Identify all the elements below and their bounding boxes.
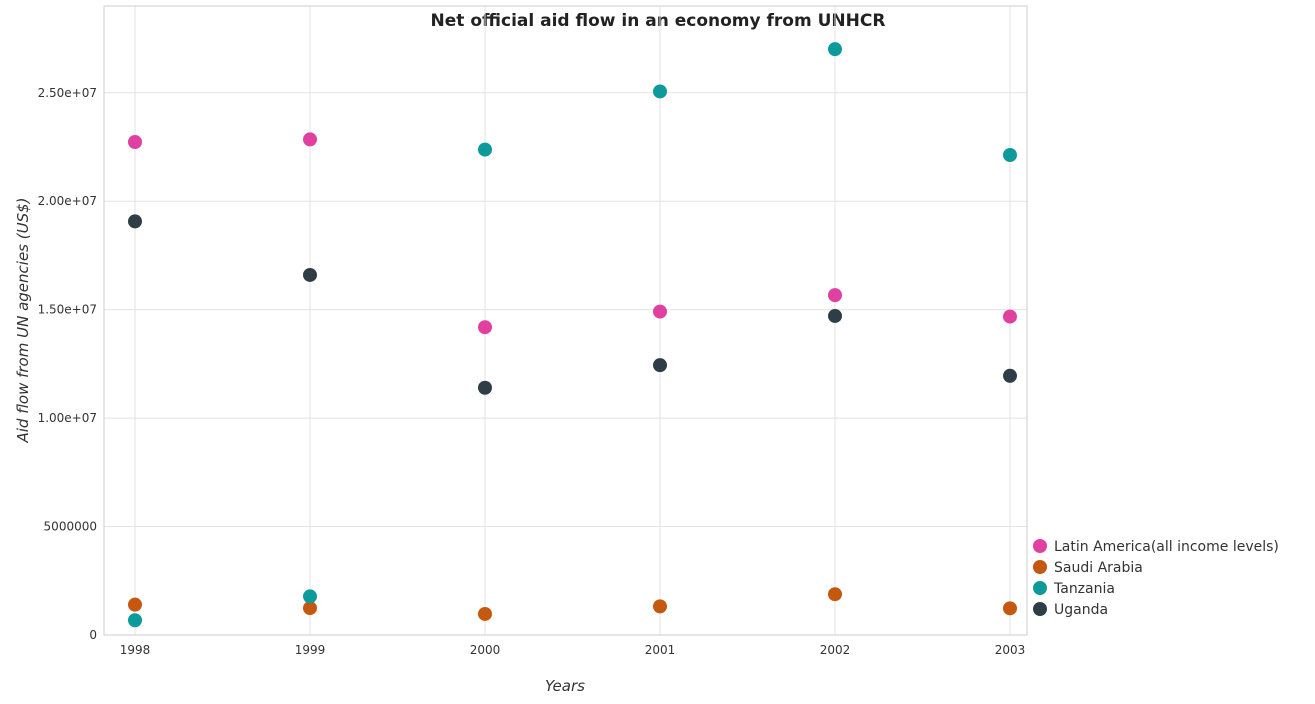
data-point bbox=[653, 304, 667, 319]
x-tick-label: 1999 bbox=[295, 643, 326, 657]
y-axis-label: Aid flow from UN agencies (US$) bbox=[14, 197, 32, 443]
y-tick-labels: 0 5000000 1.00e+07 1.50e+07 2.00e+07 2.50e+07 bbox=[38, 86, 97, 642]
data-points bbox=[128, 42, 1017, 628]
x-axis-label: Years bbox=[545, 677, 585, 695]
legend-label: Tanzania bbox=[1053, 581, 1115, 597]
data-point bbox=[828, 42, 842, 57]
chart-title: Net official aid flow in an economy from… bbox=[431, 11, 886, 31]
x-tick-label: 2002 bbox=[820, 643, 851, 657]
data-point bbox=[303, 267, 317, 282]
y-tick-label: 2.00e+07 bbox=[38, 194, 97, 208]
data-point bbox=[1003, 309, 1017, 324]
data-point bbox=[303, 132, 317, 147]
legend-label: Uganda bbox=[1054, 602, 1108, 618]
data-point bbox=[478, 320, 492, 335]
data-point bbox=[828, 288, 842, 303]
y-tick-label: 5000000 bbox=[44, 520, 97, 534]
data-point bbox=[128, 597, 142, 612]
y-tick-label: 0 bbox=[89, 628, 97, 642]
y-tick-label: 2.50e+07 bbox=[38, 86, 97, 100]
data-point bbox=[478, 380, 492, 395]
data-point bbox=[1003, 148, 1017, 163]
data-point bbox=[478, 142, 492, 157]
data-point bbox=[653, 84, 667, 99]
legend-marker bbox=[1033, 581, 1047, 595]
y-tick-label: 1.50e+07 bbox=[38, 303, 97, 317]
data-point bbox=[653, 358, 667, 373]
data-point bbox=[303, 589, 317, 604]
x-tick-label: 2001 bbox=[645, 643, 676, 657]
x-tick-label: 2000 bbox=[470, 643, 501, 657]
legend-label: Saudi Arabia bbox=[1054, 560, 1143, 576]
x-tick-label: 1998 bbox=[120, 643, 151, 657]
y-tick-label: 1.00e+07 bbox=[38, 411, 97, 425]
data-point bbox=[128, 134, 142, 149]
data-point bbox=[478, 606, 492, 621]
data-point bbox=[828, 308, 842, 323]
data-point bbox=[128, 613, 142, 628]
data-point bbox=[653, 599, 667, 614]
data-point bbox=[128, 214, 142, 229]
legend: Latin America(all income levels) Saudi Ar… bbox=[1033, 539, 1279, 618]
data-point bbox=[1003, 601, 1017, 616]
legend-marker bbox=[1033, 560, 1047, 574]
x-tick-labels: 1998 1999 2000 2001 2002 2003 bbox=[120, 643, 1026, 657]
data-point bbox=[828, 587, 842, 602]
data-point bbox=[303, 601, 317, 616]
legend-label: Latin America(all income levels) bbox=[1054, 539, 1279, 555]
legend-marker bbox=[1033, 539, 1047, 553]
legend-marker bbox=[1033, 602, 1047, 616]
plot-frame bbox=[103, 5, 1028, 636]
grid bbox=[104, 6, 1027, 636]
data-point bbox=[1003, 368, 1017, 383]
x-tick-label: 2003 bbox=[995, 643, 1026, 657]
